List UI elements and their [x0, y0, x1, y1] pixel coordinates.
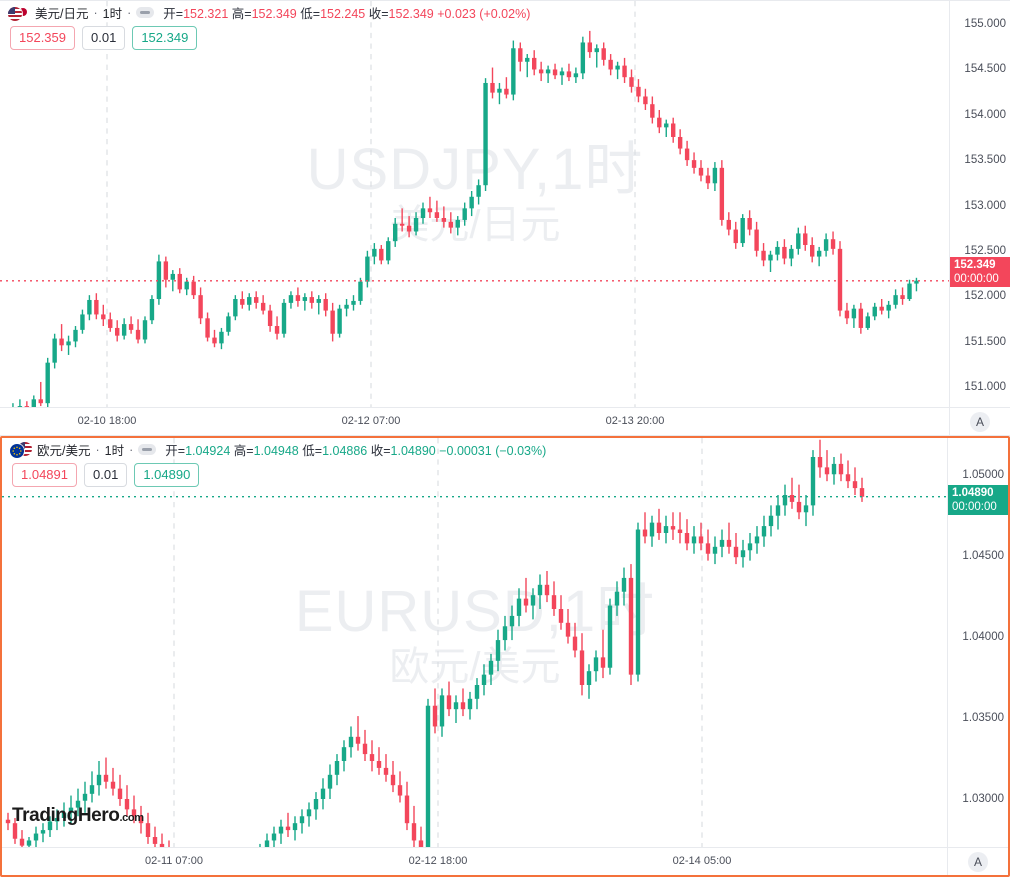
- price-tick: 153.000: [964, 199, 1006, 212]
- close-label: 收=: [370, 444, 391, 458]
- time-tick: 02-11 07:00: [145, 855, 203, 867]
- time-tick: 02-12 07:00: [341, 415, 401, 427]
- axis-corner-eurusd[interactable]: A: [947, 847, 1008, 875]
- time-tick: 02-14 05:00: [672, 855, 732, 867]
- flag-pair-eurusd: [10, 441, 32, 458]
- axis-corner-usdjpy[interactable]: A: [949, 407, 1010, 435]
- high-label: 高=: [231, 7, 252, 21]
- low-label: 低=: [300, 7, 321, 21]
- eu-flag-icon: [10, 443, 24, 458]
- price-tick: 151.500: [964, 335, 1006, 348]
- chart-pane-usdjpy[interactable]: USDJPY,1时 美元/日元: [0, 0, 1010, 436]
- separator-1: ·: [95, 442, 100, 457]
- high-label: 高=: [233, 444, 254, 458]
- timeframe-label[interactable]: 1时: [102, 7, 123, 21]
- chart-style-pill-icon[interactable]: [138, 444, 157, 455]
- price-tick: 1.04500: [962, 550, 1004, 563]
- bid-chip[interactable]: 152.359: [10, 26, 75, 50]
- price-tick: 154.500: [964, 63, 1006, 76]
- open-value: 152.321: [183, 7, 229, 21]
- quote-chips-eurusd: 1.04891 0.01 1.04890: [12, 463, 200, 487]
- current-price-tag[interactable]: 1.04890 00:00:00: [948, 485, 1008, 516]
- high-value: 1.04948: [253, 444, 299, 458]
- us-flag-icon: [8, 6, 22, 21]
- timeframe-label[interactable]: 1时: [104, 444, 125, 458]
- spread-chip[interactable]: 0.01: [84, 463, 128, 487]
- flag-pair-usdjpy: [8, 4, 30, 21]
- price-tick: 154.000: [964, 108, 1006, 121]
- price-axis-usdjpy[interactable]: 151.000 151.500 152.000 152.500 153.000 153.5…: [949, 1, 1010, 435]
- price-tick: 1.03000: [962, 793, 1004, 806]
- brand-logo: TradingHero.com: [12, 805, 144, 827]
- open-label: 开=: [165, 444, 186, 458]
- separator-2: ·: [127, 5, 132, 20]
- current-price-tag[interactable]: 152.349 00:00:00: [950, 256, 1010, 287]
- symbol-label[interactable]: 美元/日元: [35, 7, 89, 21]
- time-axis-eurusd[interactable]: 02-11 07:00 02-12 18:00 02-14 05:00: [2, 847, 948, 875]
- change-percent: (−0.03%): [495, 444, 547, 458]
- separator-1: ·: [93, 5, 98, 20]
- symbol-label[interactable]: 欧元/美元: [37, 444, 91, 458]
- auto-scale-badge[interactable]: A: [968, 851, 988, 872]
- brand-suffix: .com: [119, 812, 144, 824]
- plot-area-usdjpy[interactable]: [0, 1, 950, 435]
- price-tick: 152.000: [964, 290, 1006, 303]
- price-tick: 151.000: [964, 381, 1006, 394]
- countdown-timer: 00:00:00: [952, 501, 997, 514]
- open-label: 开=: [163, 7, 184, 21]
- close-value: 152.349: [388, 7, 434, 21]
- low-value: 152.245: [320, 7, 366, 21]
- current-price-value: 152.349: [954, 258, 996, 271]
- change-value: −0.00031: [439, 444, 492, 458]
- price-tick: 153.500: [964, 154, 1006, 167]
- ohlc-readout: 开=152.321 高=152.349 低=152.245 收=152.349 …: [163, 3, 530, 22]
- bid-chip[interactable]: 1.04891: [12, 463, 77, 487]
- change-percent: (+0.02%): [479, 7, 531, 21]
- low-label: 低=: [302, 444, 323, 458]
- price-tick: 1.03500: [962, 712, 1004, 725]
- plot-area-eurusd[interactable]: [2, 438, 948, 875]
- time-tick: 02-10 18:00: [77, 415, 137, 427]
- ask-chip[interactable]: 152.349: [132, 26, 198, 50]
- price-tick: 155.000: [964, 17, 1006, 30]
- price-tick: 1.05000: [962, 469, 1004, 482]
- price-tick: 152.500: [964, 244, 1006, 257]
- open-value: 1.04924: [185, 444, 231, 458]
- ohlc-readout: 开=1.04924 高=1.04948 低=1.04886 收=1.04890 …: [165, 440, 546, 459]
- time-tick: 02-12 18:00: [408, 855, 468, 867]
- high-value: 152.349: [251, 7, 297, 21]
- auto-scale-badge[interactable]: A: [970, 411, 990, 432]
- legend-usdjpy: 美元/日元 · 1时 · 开=152.321 高=152.349 低=152.2…: [8, 3, 530, 22]
- price-axis-eurusd[interactable]: 1.03000 1.03500 1.04000 1.04500 1.05000 1.048…: [947, 438, 1008, 875]
- low-value: 1.04886: [322, 444, 368, 458]
- chart-pane-eurusd[interactable]: EURUSD,1时 欧元/美元: [0, 436, 1010, 877]
- separator-2: ·: [129, 442, 134, 457]
- close-value: 1.04890: [390, 444, 436, 458]
- ask-chip[interactable]: 1.04890: [134, 463, 200, 487]
- quote-chips-usdjpy: 152.359 0.01 152.349: [10, 26, 198, 50]
- brand-name: TradingHero: [12, 805, 120, 826]
- time-tick: 02-13 20:00: [605, 415, 665, 427]
- spread-chip[interactable]: 0.01: [82, 26, 126, 50]
- time-axis-usdjpy[interactable]: 02-10 18:00 02-12 07:00 02-13 20:00: [0, 407, 950, 435]
- change-value: +0.023: [437, 7, 476, 21]
- legend-eurusd: 欧元/美元 · 1时 · 开=1.04924 高=1.04948 低=1.048…: [10, 440, 546, 459]
- chart-style-pill-icon[interactable]: [136, 7, 155, 18]
- countdown-timer: 00:00:00: [954, 272, 999, 285]
- close-label: 收=: [368, 7, 389, 21]
- current-price-value: 1.04890: [952, 487, 994, 500]
- price-tick: 1.04000: [962, 631, 1004, 644]
